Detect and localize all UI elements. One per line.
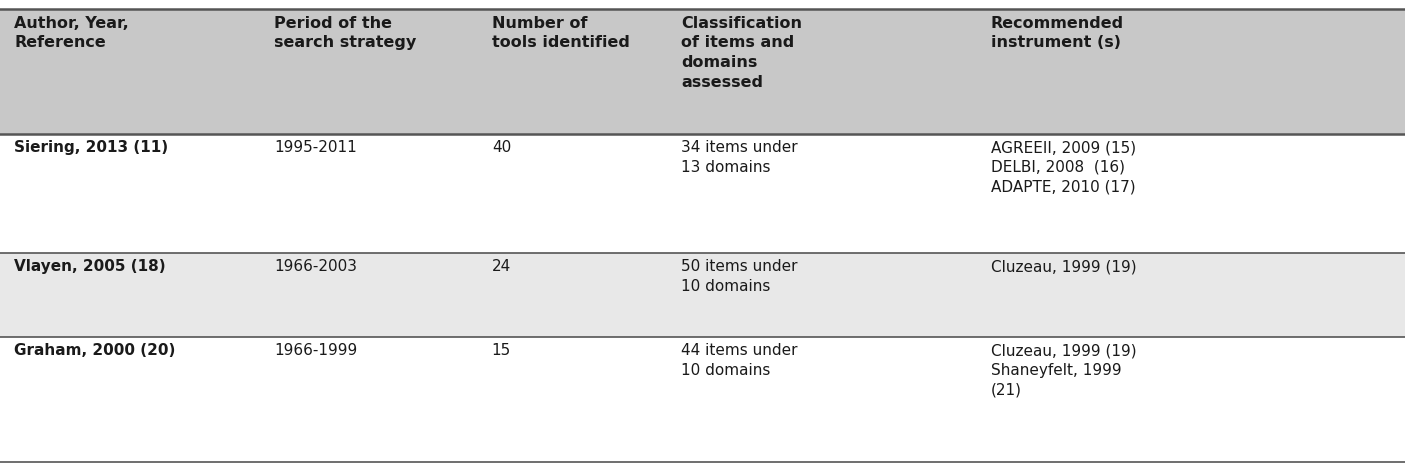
Bar [478,134,667,253]
Text: 15: 15 [492,343,511,358]
Text: 44 items under
10 domains: 44 items under 10 domains [681,343,798,378]
Bar [478,253,667,337]
Text: Siering, 2013 (11): Siering, 2013 (11) [14,140,169,155]
Bar [0,9,260,134]
Text: Vlayen, 2005 (18): Vlayen, 2005 (18) [14,260,166,275]
Bar [976,9,1405,134]
Text: 1966-2003: 1966-2003 [274,260,357,275]
Text: Recommended
instrument (s): Recommended instrument (s) [991,16,1124,50]
Text: Classification
of items and
domains
assessed: Classification of items and domains asse… [681,16,802,90]
Text: Graham, 2000 (20): Graham, 2000 (20) [14,343,176,358]
Text: 50 items under
10 domains: 50 items under 10 domains [681,260,798,294]
Bar [478,9,667,134]
Bar [478,337,667,462]
Bar [667,253,976,337]
Text: Cluzeau, 1999 (19): Cluzeau, 1999 (19) [991,260,1137,275]
Bar [0,253,260,337]
Bar [667,9,976,134]
Bar [260,253,478,337]
Text: 34 items under
13 domains: 34 items under 13 domains [681,140,798,175]
Bar [0,134,260,253]
Text: AGREEII, 2009 (15)
DELBI, 2008  (16)
ADAPTE, 2010 (17): AGREEII, 2009 (15) DELBI, 2008 (16) ADAP… [991,140,1135,195]
Bar [260,134,478,253]
Bar [260,9,478,134]
Text: Period of the
search strategy: Period of the search strategy [274,16,416,50]
Text: 1995-2011: 1995-2011 [274,140,357,155]
Text: Cluzeau, 1999 (19)
Shaneyfelt, 1999
(21): Cluzeau, 1999 (19) Shaneyfelt, 1999 (21) [991,343,1137,398]
Bar [976,253,1405,337]
Bar [260,337,478,462]
Bar [667,337,976,462]
Text: 40: 40 [492,140,511,155]
Text: 24: 24 [492,260,511,275]
Bar [976,134,1405,253]
Bar [667,134,976,253]
Text: Author, Year,
Reference: Author, Year, Reference [14,16,129,50]
Text: 1966-1999: 1966-1999 [274,343,357,358]
Bar [0,337,260,462]
Bar [976,337,1405,462]
Text: Number of
tools identified: Number of tools identified [492,16,629,50]
